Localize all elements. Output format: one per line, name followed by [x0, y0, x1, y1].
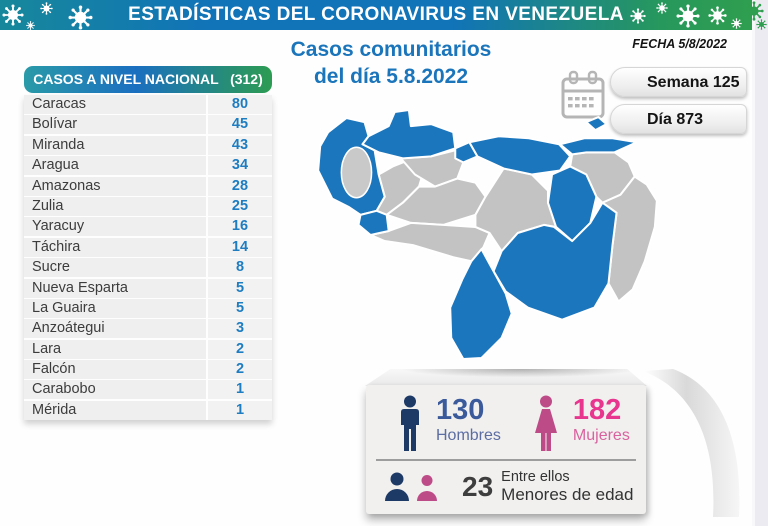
state-cases: 2	[208, 339, 272, 359]
state-cases: 8	[208, 258, 272, 278]
table-total: (312)	[230, 71, 263, 87]
state-cases: 5	[208, 278, 272, 298]
male-icon	[401, 395, 419, 451]
state-cases: 14	[208, 237, 272, 257]
state-name: Caracas	[24, 95, 206, 114]
table-body: Caracas 80 Bolívar 45 Miranda 43 Aragua …	[24, 95, 272, 420]
minors-stats-row: 23 Entre ellos Menores de edad	[366, 461, 646, 504]
table-row: Lara 2	[24, 339, 272, 359]
table-row: Caracas 80	[24, 95, 272, 114]
state-cases: 25	[208, 196, 272, 216]
state-name: Anzoátegui	[24, 319, 206, 339]
lake-maracaibo	[340, 146, 373, 199]
table-row: Táchira 14	[24, 237, 272, 257]
state-name: Sucre	[24, 258, 206, 278]
table-row: Falcón 2	[24, 360, 272, 380]
virus-icon	[744, 1, 764, 21]
table-row: Bolívar 45	[24, 115, 272, 135]
state-name: Bolívar	[24, 115, 206, 135]
state-name: Carabobo	[24, 380, 206, 400]
men-stat: 130 Hombres	[436, 395, 501, 445]
table-title: CASOS A NIVEL NACIONAL	[33, 71, 219, 87]
subtitle: Casos comunitarios del día 5.8.2022	[278, 36, 504, 90]
table-row: Zulia 25	[24, 196, 272, 216]
table-row: Aragua 34	[24, 156, 272, 176]
card-divider	[376, 459, 636, 461]
day-badge: Día 873	[610, 104, 747, 134]
state-name: Nueva Esparta	[24, 278, 206, 298]
subtitle-line1: Casos comunitarios	[290, 38, 492, 61]
state-cases: 5	[208, 298, 272, 318]
state-name: La Guaira	[24, 298, 206, 318]
header-banner: ESTADÍSTICAS DEL CORONAVIRUS EN VENEZUEL…	[0, 0, 752, 30]
state-name: Lara	[24, 339, 206, 359]
minors-label-bottom: Menores de edad	[501, 485, 634, 504]
women-stat: 182 Mujeres	[573, 395, 630, 445]
state-cases: 3	[208, 319, 272, 339]
minors-count: 23	[462, 470, 494, 502]
page-margin-strip	[752, 0, 768, 526]
virus-icon	[756, 19, 767, 30]
state-name: Miranda	[24, 135, 206, 155]
table-row: Anzoátegui 3	[24, 319, 272, 339]
table-row: Mérida 1	[24, 400, 272, 420]
card-top-fold	[365, 369, 647, 386]
state-name: Táchira	[24, 237, 206, 257]
state-cases: 28	[208, 176, 272, 196]
calendar-icon	[561, 70, 605, 119]
men-label: Hombres	[436, 427, 501, 444]
table-row: Amazonas 28	[24, 176, 272, 196]
state-cases: 45	[208, 115, 272, 135]
state-cases: 43	[208, 135, 272, 155]
national-cases-table: CASOS A NIVEL NACIONAL (312) Caracas 80 …	[24, 66, 272, 421]
page-title: ESTADÍSTICAS DEL CORONAVIRUS EN VENEZUEL…	[128, 4, 624, 25]
state-name: Yaracuy	[24, 217, 206, 237]
page-curl	[643, 369, 740, 517]
table-row: Carabobo 1	[24, 380, 272, 400]
female-icon	[534, 395, 557, 451]
subtitle-line2: del día 5.8.2022	[313, 65, 469, 88]
state-name: Zulia	[24, 196, 206, 216]
state-cases: 2	[208, 360, 272, 380]
state-name: Aragua	[24, 156, 206, 176]
gender-stats-row: 130 Hombres 182 Mujeres	[366, 385, 646, 457]
state-cases: 1	[208, 400, 272, 420]
table-row: Nueva Esparta 5	[24, 278, 272, 298]
state-name: Amazonas	[24, 176, 206, 196]
table-row: Miranda 43	[24, 135, 272, 155]
state-cases: 1	[208, 380, 272, 400]
minors-label-top: Entre ellos	[501, 469, 570, 485]
demographics-card: 130 Hombres 182 Mujeres 23	[366, 385, 646, 514]
table-row: La Guaira 5	[24, 298, 272, 318]
venezuela-map	[317, 110, 658, 360]
person-busts-icon	[385, 472, 437, 501]
table-row: Sucre 8	[24, 258, 272, 278]
state-name: Mérida	[24, 400, 206, 420]
women-label: Mujeres	[572, 427, 630, 444]
women-count: 182	[572, 394, 622, 426]
table-row: Yaracuy 16	[24, 217, 272, 237]
map-states-without-highlight	[369, 149, 658, 303]
week-badge: Semana 125	[610, 67, 747, 97]
minors-labels: Entre ellos Menores de edad	[501, 469, 633, 504]
state-name: Falcón	[24, 360, 206, 380]
men-count: 130	[436, 394, 485, 426]
date-label: FECHA 5/8/2022	[632, 37, 727, 51]
state-cases: 34	[208, 156, 272, 176]
state-cases: 16	[208, 217, 272, 237]
state-cases: 80	[208, 95, 272, 114]
table-header: CASOS A NIVEL NACIONAL (312)	[24, 66, 272, 93]
